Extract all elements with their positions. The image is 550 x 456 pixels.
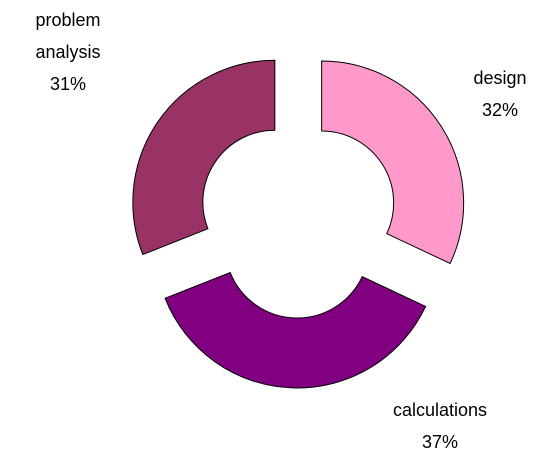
donut-slice <box>132 59 276 256</box>
slice-label: problem analysis 31% <box>13 4 123 100</box>
category-label: problem analysis <box>35 10 101 62</box>
category-label: design <box>473 68 527 88</box>
donut-slice <box>321 60 465 265</box>
donut-slice <box>164 271 427 389</box>
percent-label: 37% <box>421 432 459 452</box>
category-label: calculations <box>392 400 488 420</box>
slice-label: calculations 37% <box>370 394 510 456</box>
slice-label: design 32% <box>450 62 550 126</box>
percent-label: 32% <box>481 100 519 120</box>
percent-label: 31% <box>49 74 87 94</box>
